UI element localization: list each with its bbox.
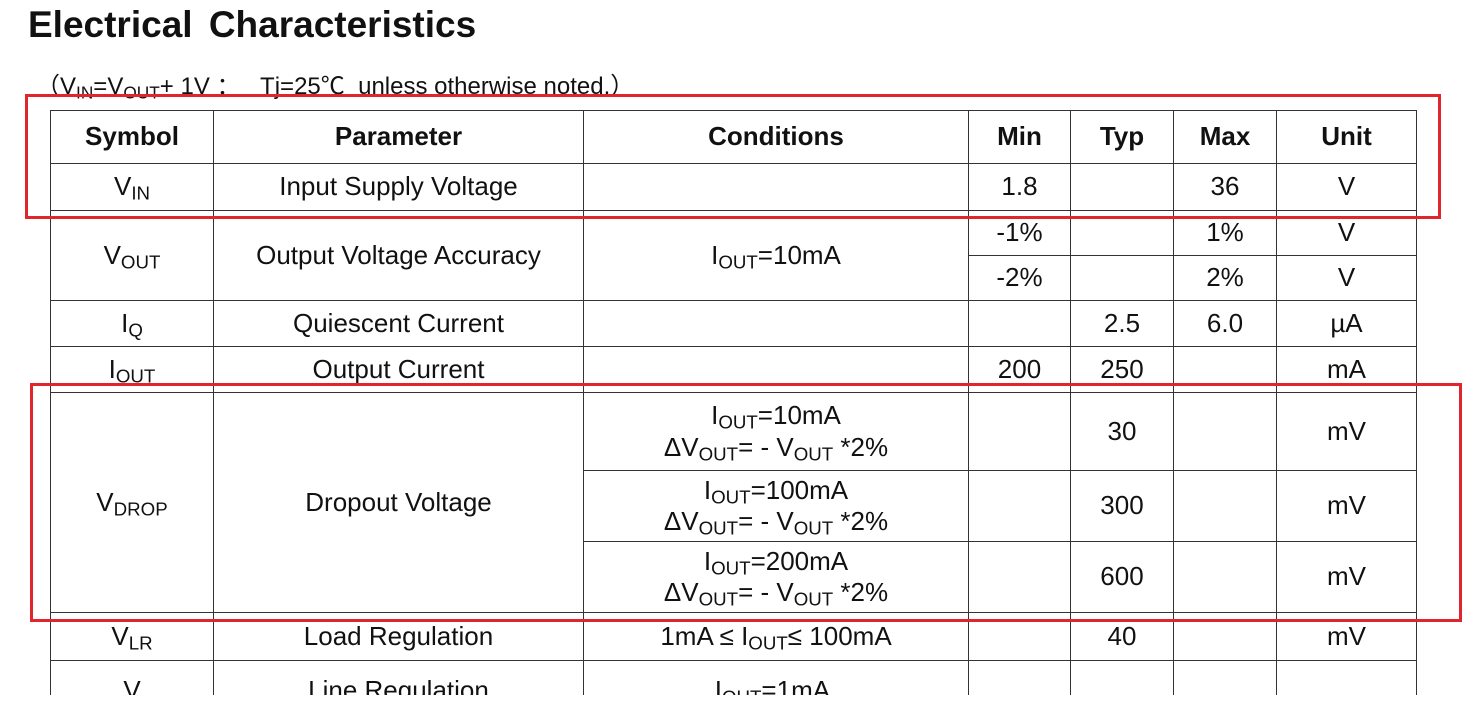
typ-cell bbox=[1070, 660, 1174, 695]
unit-cell: mV bbox=[1276, 470, 1417, 542]
typ-cell: 40 bbox=[1070, 612, 1174, 661]
symbol-cell: VIN bbox=[50, 163, 214, 211]
table-row: IOUT=100mA ΔVOUT= - VOUT *2% 300 mV bbox=[51, 470, 1417, 542]
typ-cell: 250 bbox=[1070, 346, 1174, 393]
conditions-cell bbox=[583, 163, 969, 211]
unit-cell: mV bbox=[1276, 541, 1417, 613]
min-cell: -2% bbox=[968, 255, 1071, 301]
unit-cell: mV bbox=[1276, 392, 1417, 471]
max-cell: 2% bbox=[1173, 255, 1277, 301]
parameter-cell: Load Regulation bbox=[213, 612, 584, 661]
min-cell bbox=[968, 612, 1071, 661]
symbol-cell: VLR bbox=[50, 612, 214, 661]
table-row: VDROP Dropout Voltage IOUT=10mA ΔVOUT= - VO… bbox=[50, 392, 1417, 613]
column-header-symbol: Symbol bbox=[50, 110, 214, 164]
typ-cell: 300 bbox=[1070, 470, 1174, 542]
max-cell: 36 bbox=[1173, 163, 1277, 211]
min-cell: 1.8 bbox=[968, 163, 1071, 211]
table-row: IOUT Output Current 200 250 mA bbox=[50, 346, 1417, 393]
unit-cell: V bbox=[1276, 163, 1417, 211]
parameter-cell: Line Regulation bbox=[213, 660, 584, 695]
table-row: VOUT Output Voltage Accuracy IOUT=10mA -1% 1… bbox=[50, 210, 1417, 301]
unit-cell: V bbox=[1276, 210, 1417, 256]
max-cell bbox=[1173, 612, 1277, 661]
typ-cell bbox=[1070, 210, 1174, 256]
typ-cell bbox=[1070, 255, 1174, 301]
parameter-cell: Output Voltage Accuracy bbox=[213, 210, 584, 301]
column-header-min: Min bbox=[968, 110, 1071, 164]
max-cell bbox=[1173, 660, 1277, 695]
test-conditions-note: （VIN=VOUT+ 1V ： Tj=25℃ unless otherwise … bbox=[36, 73, 635, 103]
max-cell bbox=[1173, 346, 1277, 393]
conditions-cell: IOUT=200mA ΔVOUT= - VOUT *2% bbox=[583, 541, 969, 613]
table-row: VIN Input Supply Voltage 1.8 36 V bbox=[50, 163, 1417, 211]
parameter-cell: Input Supply Voltage bbox=[213, 163, 584, 211]
parameter-cell: Quiescent Current bbox=[213, 300, 584, 347]
typ-cell: 2.5 bbox=[1070, 300, 1174, 347]
column-header-unit: Unit bbox=[1276, 110, 1417, 164]
unit-cell: mV bbox=[1276, 612, 1417, 661]
min-cell bbox=[968, 541, 1071, 613]
max-cell bbox=[1173, 470, 1277, 542]
max-cell bbox=[1173, 541, 1277, 613]
column-header-conditions: Conditions bbox=[583, 110, 969, 164]
parameter-cell: Output Current bbox=[213, 346, 584, 393]
min-cell bbox=[968, 660, 1071, 695]
table-header-row: Symbol Parameter Conditions Min Typ Max Unit bbox=[50, 110, 1417, 164]
unit-cell: V bbox=[1276, 255, 1417, 301]
typ-cell bbox=[1070, 163, 1174, 211]
max-cell: 1% bbox=[1173, 210, 1277, 256]
symbol-cell: VOUT bbox=[50, 210, 214, 301]
parameter-cell: Dropout Voltage bbox=[213, 392, 584, 613]
min-cell: 200 bbox=[968, 346, 1071, 393]
conditions-cell bbox=[583, 300, 969, 347]
symbol-cell: IOUT bbox=[50, 346, 214, 393]
typ-cell: 600 bbox=[1070, 541, 1174, 613]
min-cell bbox=[968, 470, 1071, 542]
conditions-cell bbox=[583, 346, 969, 393]
table-row: IOUT=200mA ΔVOUT= - VOUT *2% 600 mV bbox=[51, 541, 1417, 613]
electrical-characteristics-table: Symbol Parameter Conditions Min Typ Max Unit V… bbox=[50, 110, 1417, 695]
unit-cell bbox=[1276, 660, 1417, 695]
max-cell bbox=[1173, 392, 1277, 471]
symbol-cell: V bbox=[50, 660, 214, 695]
min-cell: -1% bbox=[968, 210, 1071, 256]
symbol-cell: IQ bbox=[50, 300, 214, 347]
column-header-max: Max bbox=[1173, 110, 1277, 164]
column-header-typ: Typ bbox=[1070, 110, 1174, 164]
unit-cell: mA bbox=[1276, 346, 1417, 393]
conditions-cell: IOUT=100mA ΔVOUT= - VOUT *2% bbox=[583, 470, 969, 542]
conditions-cell: IOUT=10mA bbox=[583, 210, 969, 301]
symbol-cell: VDROP bbox=[50, 392, 214, 613]
electrical-characteristics-table-wrap: Symbol Parameter Conditions Min Typ Max Unit V… bbox=[50, 110, 1418, 695]
conditions-cell: 1mA ≤ IOUT≤ 100mA bbox=[583, 612, 969, 661]
min-cell bbox=[968, 392, 1071, 471]
column-header-parameter: Parameter bbox=[213, 110, 584, 164]
typ-cell: 30 bbox=[1070, 392, 1174, 471]
max-cell: 6.0 bbox=[1173, 300, 1277, 347]
unit-cell: µA bbox=[1276, 300, 1417, 347]
min-cell bbox=[968, 300, 1071, 347]
conditions-cell: IOUT=1mA, bbox=[583, 660, 969, 695]
table-row: VLR Load Regulation 1mA ≤ IOUT≤ 100mA 40 mV bbox=[50, 612, 1417, 661]
section-title: Electrical Characteristics bbox=[28, 4, 477, 45]
conditions-cell: IOUT=10mA ΔVOUT= - VOUT *2% bbox=[583, 392, 969, 471]
table-row: IQ Quiescent Current 2.5 6.0 µA bbox=[50, 300, 1417, 347]
